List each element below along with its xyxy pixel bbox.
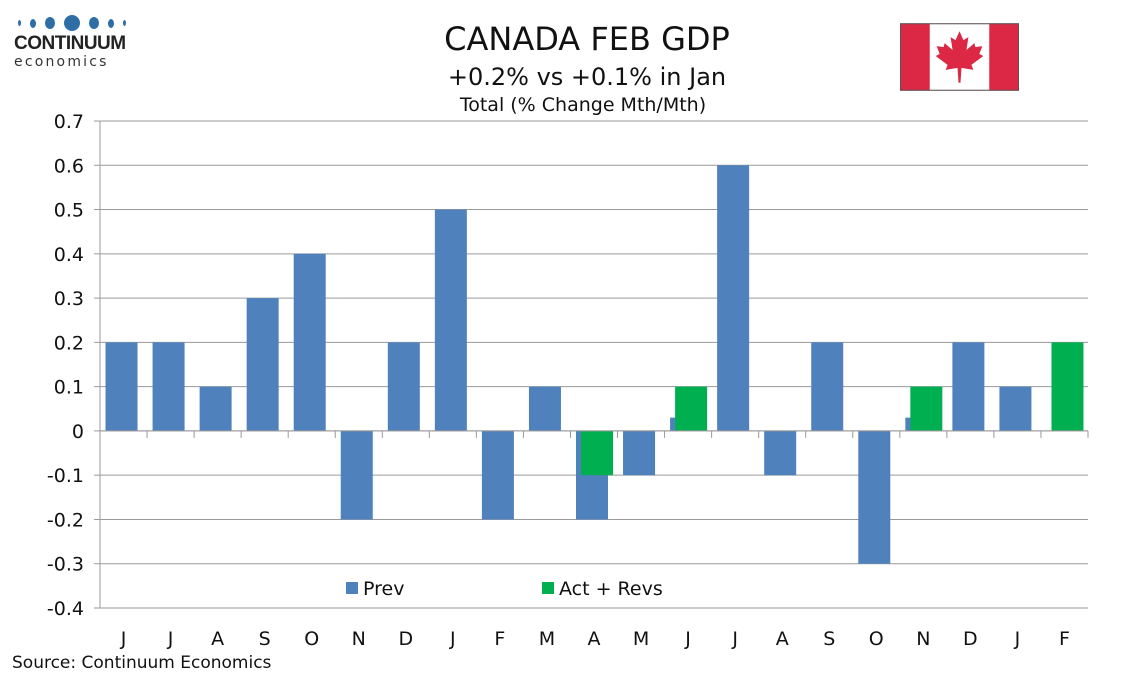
bar-prev <box>293 253 326 431</box>
x-tick-label: M <box>539 628 555 650</box>
legend-label-act-revs: Act + Revs <box>559 578 663 600</box>
x-tick-label: N <box>352 628 366 650</box>
chart-title: CANADA FEB GDP <box>444 20 730 58</box>
y-tick-label: -0.3 <box>47 554 84 576</box>
y-tick-label: -0.2 <box>47 509 84 531</box>
y-tick-label: 0.6 <box>54 155 84 177</box>
y-tick-label: 0.5 <box>54 200 84 222</box>
bar-act-revs <box>1051 342 1084 431</box>
logo-name: CONTINUUM <box>14 33 126 54</box>
bar-prev <box>528 386 561 431</box>
x-tick-label: J <box>731 628 738 650</box>
x-tick-label: M <box>633 628 649 650</box>
x-tick-label: A <box>776 628 789 650</box>
bar-prev <box>152 342 185 431</box>
bar-prev <box>199 386 232 431</box>
bar-prev <box>858 430 891 564</box>
bar-prev <box>246 298 279 431</box>
legend-label-prev: Prev <box>363 578 404 600</box>
bar-prev <box>481 430 514 520</box>
logo-dots-icon <box>18 14 126 32</box>
x-tick-label: O <box>869 628 884 650</box>
bar-prev <box>623 430 656 476</box>
x-tick-label: S <box>823 628 835 650</box>
x-tick-label: J <box>1014 628 1021 650</box>
x-tick-label: J <box>684 628 691 650</box>
bar-prev <box>999 386 1032 431</box>
x-tick-label: A <box>588 628 601 650</box>
x-tick-label: F <box>494 628 505 650</box>
bar-prev <box>387 342 420 431</box>
x-tick-label: O <box>304 628 319 650</box>
source-note: Source: Continuum Economics <box>12 653 272 673</box>
bar-prev <box>952 342 985 431</box>
bar-prev <box>717 165 750 431</box>
continuum-logo: CONTINUUM economics <box>14 14 134 70</box>
x-tick-label: S <box>259 628 271 650</box>
bar-prev <box>764 430 797 476</box>
x-tick-label: F <box>1059 628 1070 650</box>
y-tick-label: 0.1 <box>54 377 84 399</box>
x-tick-label: N <box>916 628 930 650</box>
x-tick-label: J <box>167 628 174 650</box>
logo-subtitle: economics <box>14 54 109 70</box>
y-tick-label: -0.4 <box>47 598 84 620</box>
bar-act-revs <box>581 430 613 476</box>
chart-series-title: Total (% Change Mth/Mth) <box>459 94 707 116</box>
chart-subtitle: +0.2% vs +0.1% in Jan <box>447 63 727 91</box>
legend-swatch-act-revs <box>542 582 554 594</box>
bar-prev <box>811 342 844 431</box>
legend-swatch-prev <box>346 582 358 594</box>
x-tick-label: D <box>963 628 978 650</box>
y-tick-label: 0.4 <box>54 244 84 266</box>
y-tick-label: -0.1 <box>47 465 84 487</box>
x-tick-label: D <box>398 628 413 650</box>
x-tick-label: A <box>211 628 224 650</box>
bar-prev <box>340 430 373 520</box>
bar-prev <box>434 209 467 431</box>
x-tick-label: J <box>120 628 127 650</box>
bar-act-revs <box>675 386 708 431</box>
y-tick-label: 0.7 <box>54 111 84 133</box>
y-tick-label: 0.3 <box>54 288 84 310</box>
x-tick-label: J <box>449 628 456 650</box>
canada-flag-icon <box>900 23 1019 91</box>
y-tick-label: 0 <box>72 421 84 443</box>
bar-prev <box>105 342 138 431</box>
bar-act-revs <box>910 386 943 431</box>
y-tick-label: 0.2 <box>54 332 84 354</box>
